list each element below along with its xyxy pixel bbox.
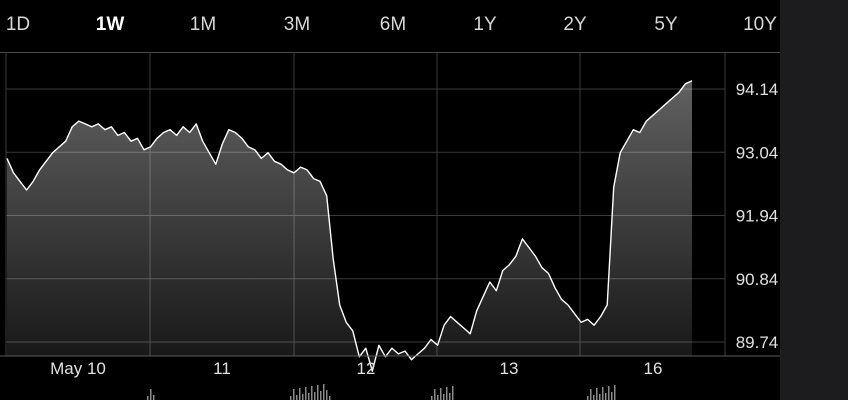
volume-bar (329, 396, 331, 400)
volume-bar (147, 396, 149, 400)
volume-bar (611, 392, 613, 400)
tab-2y[interactable]: 2Y (563, 14, 587, 35)
volume-bar (326, 390, 328, 400)
x-axis: May 10 11 12 13 16 (0, 355, 780, 378)
volume-bar (431, 396, 433, 400)
y-tick-label: 90.84 (736, 270, 779, 289)
x-tick-label: 12 (357, 359, 376, 378)
y-tick-label: 93.04 (736, 143, 779, 162)
x-tick-label: 13 (500, 359, 519, 378)
side-strip (780, 0, 848, 400)
series-area (7, 80, 692, 372)
volume-bar (449, 393, 451, 400)
tab-1d[interactable]: 1D (5, 14, 31, 35)
y-axis: 94.14 93.04 91.94 90.84 89.74 (736, 80, 779, 352)
series-line (6, 80, 693, 372)
tabs-divider (0, 52, 780, 53)
volume-bar (293, 389, 295, 400)
plot-area (6, 80, 693, 372)
volume-bar (440, 388, 442, 400)
volume-bar (434, 389, 436, 400)
y-tick-label: 89.74 (736, 333, 779, 352)
range-tabs: 1D 1W 1M 3M 6M 1Y 2Y 5Y 10Y (0, 0, 780, 52)
volume-bar (443, 394, 445, 400)
volume-bar (587, 396, 589, 400)
volume-bar (308, 393, 310, 400)
tab-5y[interactable]: 5Y (654, 14, 678, 35)
volume-bar (596, 388, 598, 400)
volume-bar (608, 386, 610, 400)
volume-bar (290, 396, 292, 400)
volume-bar (602, 387, 604, 400)
volume-bar (323, 384, 325, 400)
volume-bar (605, 393, 607, 400)
volume-bar (153, 395, 155, 400)
volume-bar (314, 392, 316, 400)
volume-bar (593, 395, 595, 400)
volume-bar (437, 395, 439, 400)
y-tick-label: 91.94 (736, 207, 779, 226)
x-tick-label: 11 (213, 359, 231, 378)
volume-bar (311, 386, 313, 400)
volume-bar (320, 391, 322, 400)
tab-6m[interactable]: 6M (379, 14, 407, 35)
volume-bar (599, 394, 601, 400)
tab-3m[interactable]: 3M (283, 14, 311, 35)
y-tick-label: 94.14 (736, 80, 779, 99)
volume-bar (150, 389, 152, 400)
volume-bars (147, 384, 616, 400)
volume-bar (296, 395, 298, 400)
volume-bar (305, 387, 307, 400)
tab-10y[interactable]: 10Y (743, 14, 777, 35)
volume-bar (446, 387, 448, 400)
volume-bar (299, 388, 301, 400)
volume-bar (590, 389, 592, 400)
tab-1w[interactable]: 1W (95, 14, 125, 35)
volume-bar (302, 394, 304, 400)
volume-bar (317, 385, 319, 400)
volume-bar (614, 385, 616, 400)
volume-bar (452, 386, 454, 400)
x-tick-label: May 10 (50, 359, 106, 378)
tab-1y[interactable]: 1Y (473, 14, 497, 35)
tab-1m[interactable]: 1M (189, 14, 217, 35)
x-tick-label: 16 (644, 359, 663, 378)
price-chart: 94.14 93.04 91.94 90.84 89.74 May 10 11 12 13 16 (0, 53, 780, 400)
